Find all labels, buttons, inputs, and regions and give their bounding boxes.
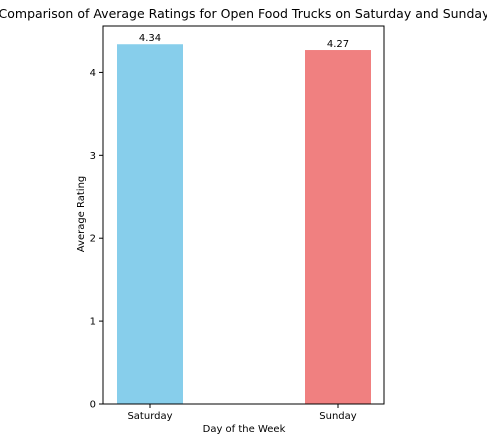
- y-tick-label-2: 2: [90, 234, 96, 245]
- x-axis-label: Day of the Week: [203, 424, 286, 435]
- x-tick-label-sunday: Sunday: [319, 411, 356, 422]
- y-tick-label-4: 4: [90, 68, 96, 79]
- bar-sunday: [305, 50, 371, 404]
- y-tick-label-3: 3: [90, 151, 96, 162]
- data-label-sunday: 4.27: [327, 39, 349, 50]
- bar-saturday: [117, 44, 183, 404]
- bars-group: [117, 44, 371, 404]
- data-label-saturday: 4.34: [139, 33, 161, 44]
- y-tick-label-0: 0: [90, 400, 96, 411]
- y-axis-label: Average Rating: [76, 176, 87, 252]
- y-tick-label-1: 1: [90, 317, 96, 328]
- data-labels-group: 4.34 4.27: [139, 33, 349, 50]
- x-tick-label-saturday: Saturday: [127, 411, 172, 422]
- plot-frame: [102, 25, 385, 405]
- y-axis-ticks: 0 1 2 3 4: [90, 68, 103, 411]
- x-axis-ticks: Saturday Sunday: [127, 404, 357, 422]
- chart-title: Comparison of Average Ratings for Open F…: [0, 6, 487, 21]
